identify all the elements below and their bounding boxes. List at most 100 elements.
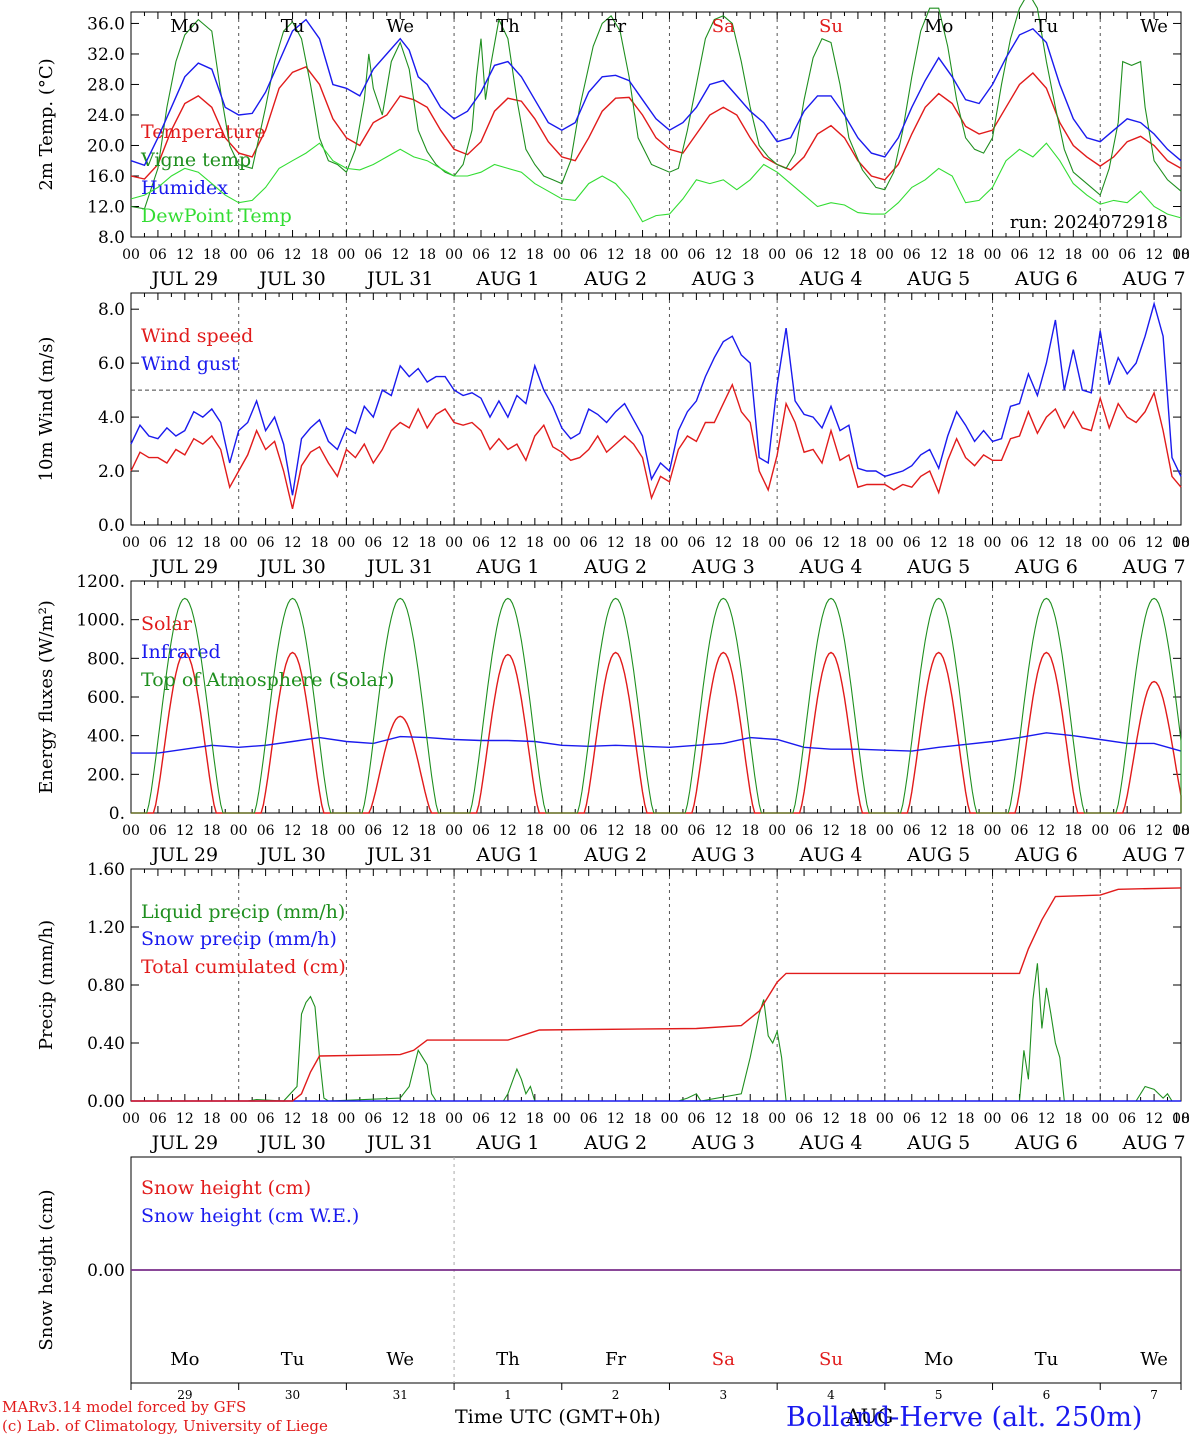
y-tick-label: 28.0	[87, 75, 125, 95]
hour-tick-label: 18	[203, 247, 221, 263]
hour-tick-label: 00	[553, 823, 571, 839]
day-number-label: 6	[1043, 1388, 1051, 1402]
day-name-label: Tu	[281, 16, 305, 37]
y-tick-label: 32.0	[87, 45, 125, 65]
x-axis-title: Time UTC (GMT+0h)	[455, 1406, 661, 1428]
hour-tick-label: 00	[1172, 247, 1190, 263]
legend-entry: Snow height (cm W.E.)	[141, 1205, 359, 1227]
y-tick-label: 1.20	[87, 918, 125, 938]
hour-tick-label: 18	[634, 535, 652, 551]
hour-tick-label: 00	[768, 823, 786, 839]
hour-tick-label: 00	[984, 535, 1002, 551]
y-axis-title: Snow height (cm)	[36, 1189, 57, 1350]
date-label: AUG 2	[583, 844, 647, 866]
day-name-label: Su	[819, 1349, 843, 1370]
temperature-panel: 8.0 12.0 16.0 20.0 24.0 28.0 32.0 36.0 2m Temp. …	[36, 0, 1190, 290]
day-name-label: Fr	[605, 16, 626, 37]
hour-tick-label: 00	[661, 1111, 679, 1127]
hour-tick-label: 06	[795, 823, 813, 839]
hour-tick-label: 18	[957, 535, 975, 551]
hour-tick-label: 18	[526, 247, 544, 263]
hour-tick-label: 00	[337, 247, 355, 263]
day-number-label: 7	[1150, 1388, 1158, 1402]
day-number-label: 5	[935, 1388, 943, 1402]
hour-tick-label: 18	[1064, 823, 1082, 839]
series-line-1	[131, 732, 1182, 754]
hour-tick-label: 06	[687, 535, 705, 551]
hour-tick-label: 00	[230, 1111, 248, 1127]
date-label: JUL 30	[257, 268, 325, 290]
legend-entry: Solar	[141, 613, 193, 635]
date-label: AUG 7	[1122, 268, 1186, 290]
hour-tick-label: 12	[176, 823, 194, 839]
date-label: JUL 31	[365, 844, 433, 866]
hour-tick-label: 18	[526, 823, 544, 839]
y-tick-label: 200.	[87, 765, 125, 785]
hour-tick-label: 18	[1064, 1111, 1082, 1127]
plot-frame	[130, 11, 1182, 238]
day-name-label: Mo	[924, 16, 953, 37]
hour-tick-label: 00	[553, 535, 571, 551]
day-name-label: We	[1140, 16, 1168, 37]
date-label: JUL 29	[150, 268, 218, 290]
date-label: AUG 5	[906, 268, 970, 290]
date-label: JUL 30	[257, 844, 325, 866]
hour-tick-label: 06	[149, 1111, 167, 1127]
hour-tick-label: 12	[176, 247, 194, 263]
date-label: AUG 6	[1014, 844, 1078, 866]
hour-tick-label: 12	[391, 823, 409, 839]
y-tick-label: 1000.	[76, 611, 125, 631]
series-line-1	[130, 0, 1182, 210]
hour-tick-label: 00	[337, 823, 355, 839]
hour-tick-label: 18	[311, 535, 329, 551]
hour-tick-label: 12	[714, 823, 732, 839]
hour-tick-label: 00	[661, 247, 679, 263]
hour-tick-label: 06	[795, 1111, 813, 1127]
series-line-0	[131, 963, 1173, 1102]
hour-tick-label: 06	[149, 823, 167, 839]
hour-tick-label: 00	[876, 535, 894, 551]
legend-entry: Temperature	[141, 121, 265, 143]
date-label: AUG 3	[691, 844, 755, 866]
day-name-label: Su	[819, 16, 843, 37]
hour-tick-label: 18	[957, 1111, 975, 1127]
precip-panel: 0.00 0.40 0.80 1.20 1.60 Precip (mm/h) Liquid …	[36, 860, 1190, 1154]
hour-tick-label: 12	[1145, 247, 1163, 263]
series-line-2	[131, 597, 1182, 814]
hour-tick-label: 06	[1118, 247, 1136, 263]
hour-tick-label: 12	[284, 823, 302, 839]
hour-tick-label: 18	[849, 535, 867, 551]
hour-tick-label: 18	[849, 823, 867, 839]
hour-tick-label: 18	[1172, 823, 1190, 839]
hour-tick-label: 00	[122, 247, 140, 263]
hour-tick-label: 00	[876, 247, 894, 263]
day-name-label: Fr	[605, 1349, 626, 1370]
hour-tick-label: 18	[741, 247, 759, 263]
hour-tick-label: 00	[122, 535, 140, 551]
hour-tick-label: 12	[176, 1111, 194, 1127]
hour-tick-label: 18	[203, 535, 221, 551]
day-name-label: Mo	[170, 1349, 199, 1370]
hour-tick-label: 06	[257, 1111, 275, 1127]
legend-entry: Total cumulated (cm)	[141, 956, 346, 978]
day-name-label: We	[386, 16, 414, 37]
hour-tick-label: 06	[1118, 1111, 1136, 1127]
date-label: AUG 7	[1122, 844, 1186, 866]
y-tick-label: 2.0	[98, 462, 125, 482]
y-axis-title: 2m Temp. (°C)	[36, 58, 57, 190]
hour-tick-label: 12	[607, 823, 625, 839]
hour-tick-label: 00	[1091, 1111, 1109, 1127]
hour-tick-label: 00	[984, 1111, 1002, 1127]
hour-tick-label: 06	[149, 535, 167, 551]
snow-height-panel: 0.00 Snow height (cm) Snow height (cm) Snow…	[36, 1156, 1182, 1402]
model-line: MARv3.14 model forced by GFS	[2, 1398, 247, 1416]
day-name-label: Sa	[712, 1349, 735, 1370]
date-label: JUL 31	[365, 1132, 433, 1154]
day-name-label: Mo	[924, 1349, 953, 1370]
hour-tick-label: 00	[1091, 535, 1109, 551]
date-label: AUG 1	[475, 1132, 539, 1154]
model-credit: MARv3.14 model forced by GFS (c) Lab. of…	[2, 1398, 328, 1436]
y-axis-title: Energy fluxes (W/m²)	[36, 600, 57, 794]
hour-tick-label: 18	[957, 247, 975, 263]
